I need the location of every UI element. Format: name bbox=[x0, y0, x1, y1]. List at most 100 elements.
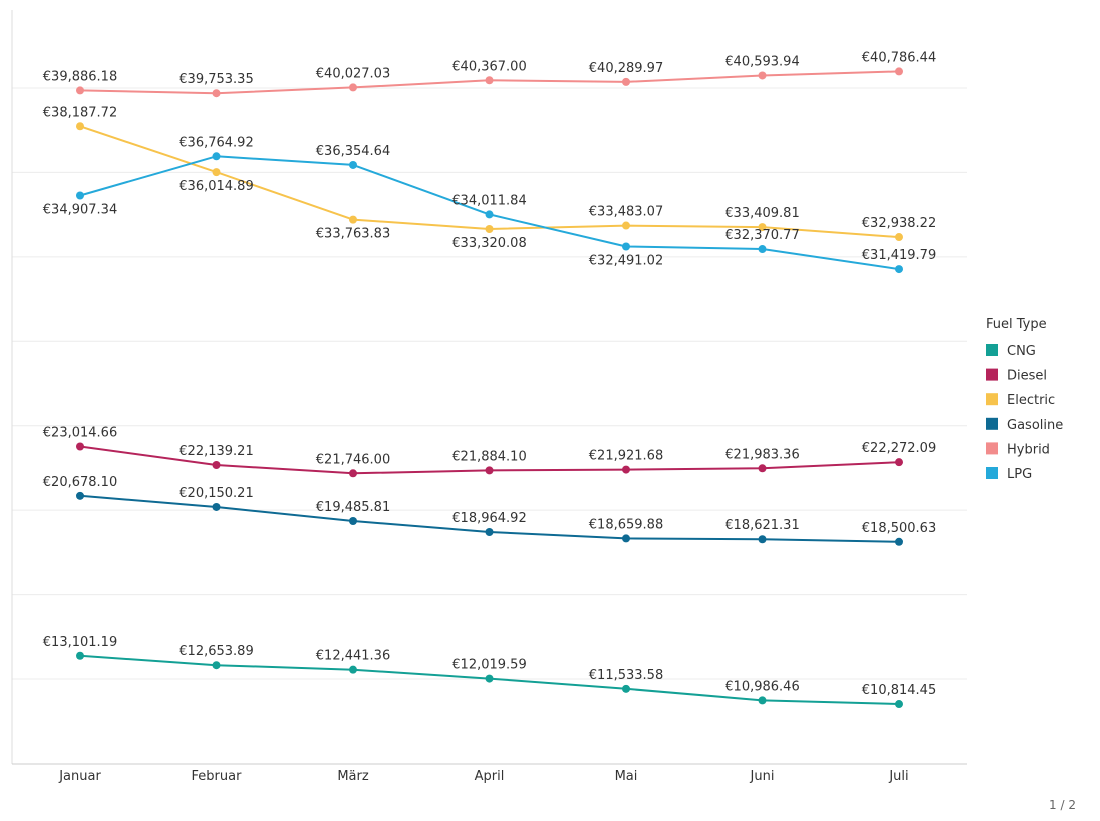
data-point[interactable] bbox=[76, 191, 84, 200]
data-point[interactable] bbox=[76, 122, 84, 131]
legend-swatch bbox=[986, 467, 998, 479]
series-layer bbox=[76, 67, 903, 709]
data-point[interactable] bbox=[895, 700, 903, 709]
data-label: €20,678.10 bbox=[43, 475, 117, 490]
data-point[interactable] bbox=[895, 458, 903, 467]
data-label: €32,491.02 bbox=[589, 253, 663, 268]
data-point[interactable] bbox=[349, 665, 357, 674]
data-label: €33,320.08 bbox=[452, 236, 526, 251]
data-label: €19,485.81 bbox=[316, 500, 390, 515]
data-label-layer: €39,886.18 €39,753.35 €40,027.03 €40,367.00… bbox=[43, 50, 936, 698]
legend-item-gasoline[interactable]: Gasoline bbox=[986, 417, 1063, 433]
data-label: €36,764.92 bbox=[179, 135, 253, 150]
legend-item-electric[interactable]: Electric bbox=[986, 393, 1055, 408]
data-label: €12,653.89 bbox=[179, 644, 253, 659]
legend-label: Electric bbox=[1007, 393, 1055, 408]
legend: Fuel Type CNG Diesel Electric Gasoline Hybrid… bbox=[986, 317, 1063, 482]
data-point[interactable] bbox=[349, 516, 357, 525]
data-point[interactable] bbox=[212, 661, 221, 670]
data-label: €33,763.83 bbox=[316, 227, 390, 242]
data-label: €21,884.10 bbox=[452, 449, 526, 464]
data-point[interactable] bbox=[622, 534, 630, 543]
data-point[interactable] bbox=[76, 86, 84, 95]
data-label: €33,483.07 bbox=[589, 205, 663, 220]
x-tick-label: Februar bbox=[192, 769, 243, 784]
series-lpg bbox=[76, 152, 903, 274]
data-point[interactable] bbox=[349, 215, 357, 224]
data-point[interactable] bbox=[758, 696, 767, 705]
series-gasoline bbox=[76, 491, 903, 546]
legend-label: CNG bbox=[1007, 344, 1036, 359]
x-tick-label: April bbox=[475, 769, 505, 784]
legend-item-diesel[interactable]: Diesel bbox=[986, 368, 1047, 384]
data-label: €12,441.36 bbox=[316, 649, 390, 664]
series-diesel bbox=[76, 442, 903, 478]
data-point[interactable] bbox=[212, 168, 221, 177]
data-point[interactable] bbox=[622, 684, 630, 693]
series-hybrid bbox=[76, 67, 903, 98]
data-label: €31,419.79 bbox=[862, 248, 936, 263]
data-point[interactable] bbox=[485, 210, 494, 219]
data-label: €38,187.72 bbox=[43, 105, 117, 120]
data-point[interactable] bbox=[212, 502, 221, 511]
data-point[interactable] bbox=[758, 71, 767, 80]
data-point[interactable] bbox=[349, 160, 357, 169]
line-chart: Januar Februar März April Mai Juni Juli €39,88… bbox=[11, 10, 1063, 784]
data-point[interactable] bbox=[758, 535, 767, 544]
data-point[interactable] bbox=[485, 527, 494, 536]
data-label: €23,014.66 bbox=[43, 426, 117, 441]
data-label: €13,101.19 bbox=[43, 635, 117, 650]
legend-item-cng[interactable]: CNG bbox=[986, 344, 1036, 359]
data-point[interactable] bbox=[895, 233, 903, 242]
data-label: €21,921.68 bbox=[589, 449, 663, 464]
data-point[interactable] bbox=[622, 77, 630, 86]
data-point[interactable] bbox=[485, 674, 494, 683]
data-point[interactable] bbox=[212, 460, 221, 469]
legend-label: Diesel bbox=[1007, 369, 1047, 384]
data-point[interactable] bbox=[895, 537, 903, 546]
data-point[interactable] bbox=[349, 469, 357, 478]
data-point[interactable] bbox=[758, 223, 767, 232]
data-point[interactable] bbox=[895, 265, 903, 274]
data-point[interactable] bbox=[76, 442, 84, 451]
data-point[interactable] bbox=[76, 491, 84, 500]
data-point[interactable] bbox=[76, 651, 84, 660]
legend-swatch bbox=[986, 442, 998, 455]
data-point[interactable] bbox=[349, 83, 357, 92]
legend-item-hybrid[interactable]: Hybrid bbox=[986, 442, 1050, 457]
x-tick-label: März bbox=[337, 769, 369, 784]
data-label: €40,593.94 bbox=[725, 54, 799, 69]
data-label: €40,289.97 bbox=[589, 61, 663, 76]
data-label: €20,150.21 bbox=[179, 486, 253, 501]
data-label: €18,659.88 bbox=[589, 517, 663, 532]
data-label: €10,814.45 bbox=[862, 683, 936, 698]
series-cng bbox=[76, 651, 903, 709]
x-tick-label: Juni bbox=[750, 769, 775, 784]
axis-layer: Januar Februar März April Mai Juni Juli bbox=[11, 10, 967, 784]
data-point[interactable] bbox=[622, 242, 630, 251]
page-indicator: 1 / 2 bbox=[1049, 798, 1076, 812]
data-label: €22,139.21 bbox=[179, 444, 253, 459]
legend-swatch bbox=[986, 344, 998, 356]
legend-item-lpg[interactable]: LPG bbox=[986, 467, 1032, 482]
x-tick-label: Mai bbox=[615, 769, 638, 784]
legend-swatch bbox=[986, 393, 998, 406]
data-label: €22,272.09 bbox=[862, 441, 936, 456]
data-point[interactable] bbox=[485, 466, 494, 475]
x-tick-label: Januar bbox=[58, 769, 101, 784]
data-label: €32,938.22 bbox=[862, 216, 936, 231]
data-label: €40,786.44 bbox=[862, 50, 936, 65]
data-point[interactable] bbox=[212, 89, 221, 98]
data-point[interactable] bbox=[895, 67, 903, 76]
data-point[interactable] bbox=[758, 464, 767, 473]
data-label: €21,983.36 bbox=[725, 447, 799, 462]
data-point[interactable] bbox=[212, 152, 221, 161]
data-label: €36,354.64 bbox=[316, 144, 390, 159]
data-point[interactable] bbox=[485, 224, 494, 233]
data-point[interactable] bbox=[622, 221, 630, 230]
data-label: €21,746.00 bbox=[316, 452, 390, 467]
data-point[interactable] bbox=[622, 465, 630, 474]
grid-layer bbox=[12, 87, 967, 680]
data-point[interactable] bbox=[758, 245, 767, 254]
data-point[interactable] bbox=[485, 76, 494, 85]
